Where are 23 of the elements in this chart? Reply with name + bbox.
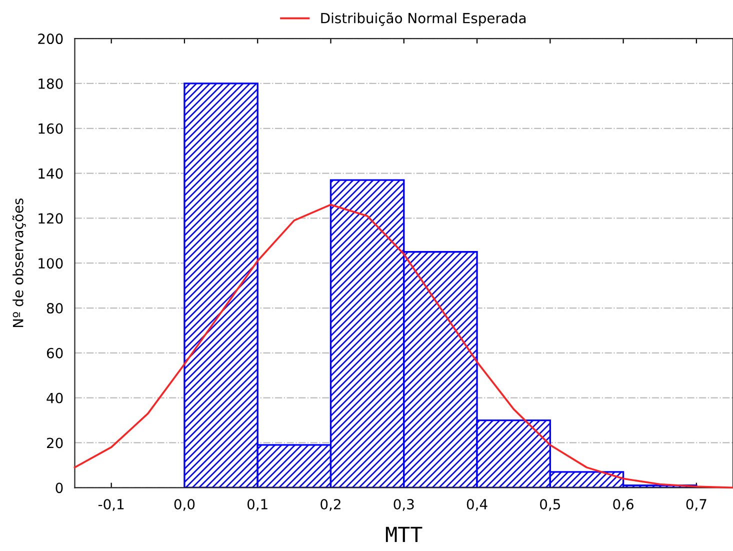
- y-axis-title: Nº de observações: [12, 198, 26, 328]
- legend-label: Distribuição Normal Esperada: [321, 12, 526, 26]
- x-tick-label: 0,2: [320, 498, 340, 511]
- y-tick-label: 80: [46, 302, 63, 314]
- y-tick-label: 200: [38, 34, 63, 44]
- x-tick-label: 0,6: [613, 498, 634, 511]
- y-tick-label: 100: [38, 258, 63, 269]
- x-tick-label: 0,4: [466, 498, 488, 511]
- y-tick-label: 180: [38, 78, 63, 89]
- y-tick-label: 40: [46, 392, 63, 404]
- x-tick-label: 0,5: [540, 498, 560, 511]
- x-tick-label: -0,1: [98, 498, 124, 511]
- y-tick-label: 140: [38, 168, 63, 179]
- y-tick-label: 0: [56, 482, 63, 494]
- x-tick-label: 0,3: [394, 498, 414, 511]
- x-tick-label: 0,7: [686, 498, 706, 511]
- x-axis-title: MTT: [386, 526, 422, 542]
- y-tick-label: 160: [38, 123, 63, 134]
- x-tick-label: 0,0: [174, 498, 195, 511]
- x-tick-label: 0,1: [247, 498, 268, 511]
- y-tick-label: 60: [46, 348, 63, 358]
- y-tick-label: 20: [47, 438, 63, 448]
- y-tick-label: 120: [38, 213, 63, 224]
